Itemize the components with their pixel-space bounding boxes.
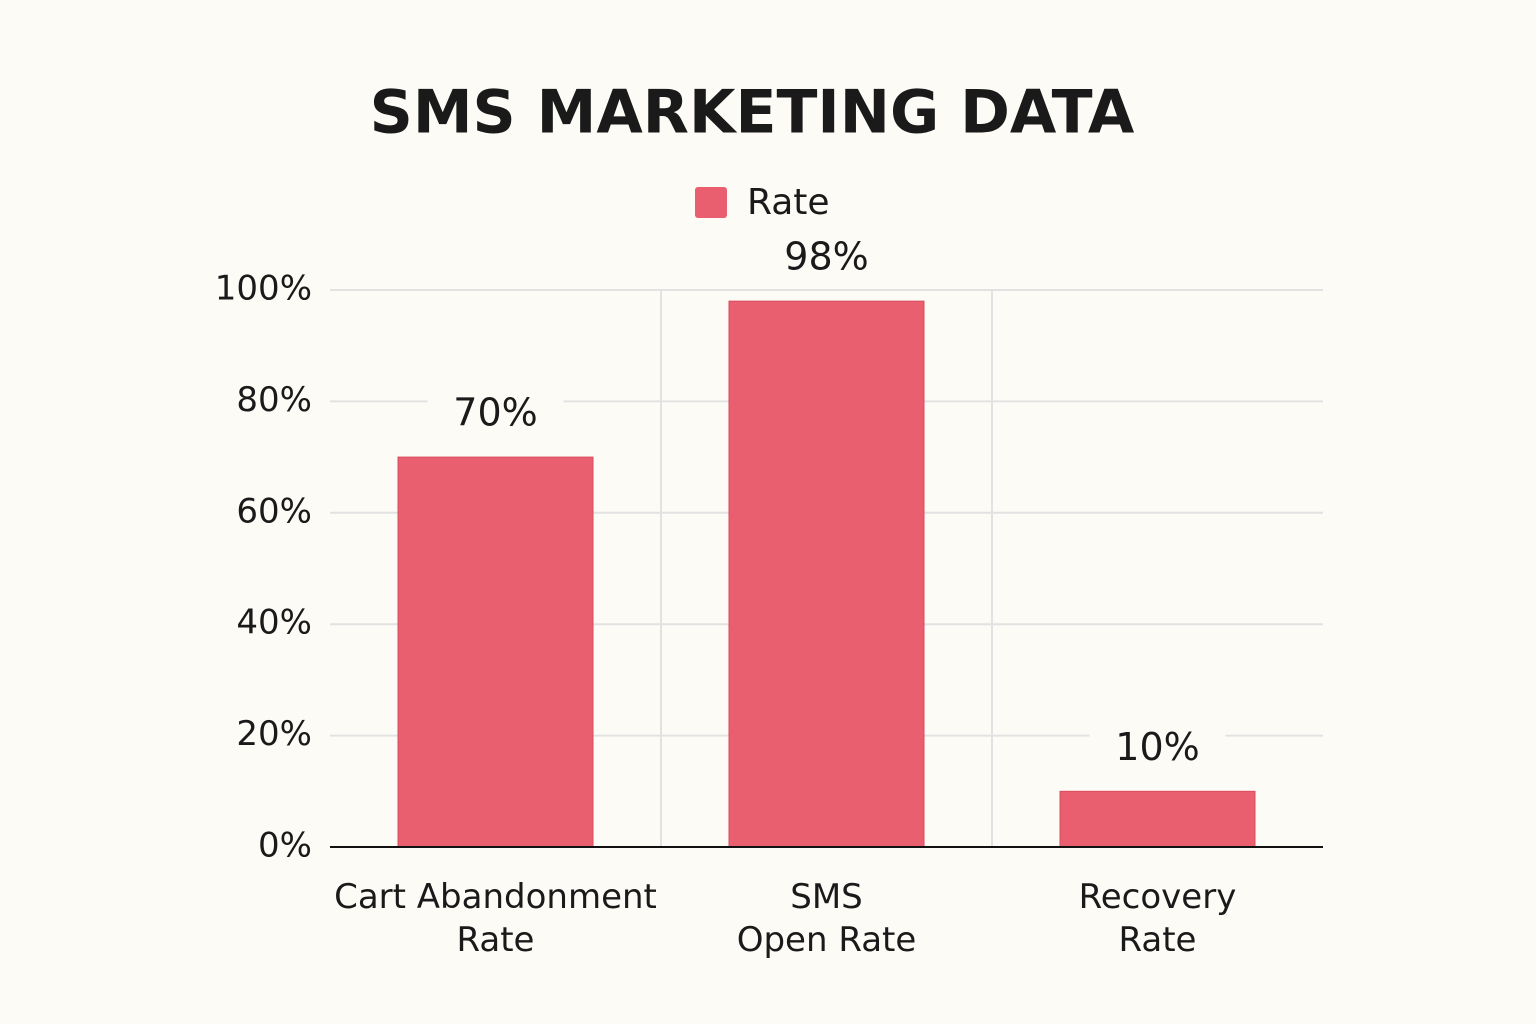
legend-label: Rate [747, 182, 830, 223]
bar [1059, 790, 1256, 848]
y-tick-label: 0% [258, 826, 312, 866]
value-label-bg [758, 235, 895, 286]
x-tick-label: SMS Open Rate [736, 877, 917, 960]
y-tick-label: 80% [236, 380, 312, 420]
bar [728, 300, 925, 848]
value-label: 70% [453, 391, 537, 435]
y-tick-label: 100% [215, 269, 312, 309]
y-tick-label: 20% [236, 714, 312, 754]
value-label-bg [1089, 725, 1226, 776]
bar [397, 456, 594, 848]
value-label-bg [427, 391, 564, 442]
x-tick-label: Cart Abandonment Rate [334, 877, 657, 960]
y-tick-label: 40% [236, 603, 312, 643]
value-label: 98% [784, 235, 868, 279]
x-tick-label: Recovery Rate [1078, 877, 1237, 960]
legend-swatch [695, 187, 727, 218]
value-label: 10% [1115, 725, 1199, 769]
y-tick-label: 60% [236, 491, 312, 531]
chart-title: SMS MARKETING DATA [370, 78, 1135, 148]
